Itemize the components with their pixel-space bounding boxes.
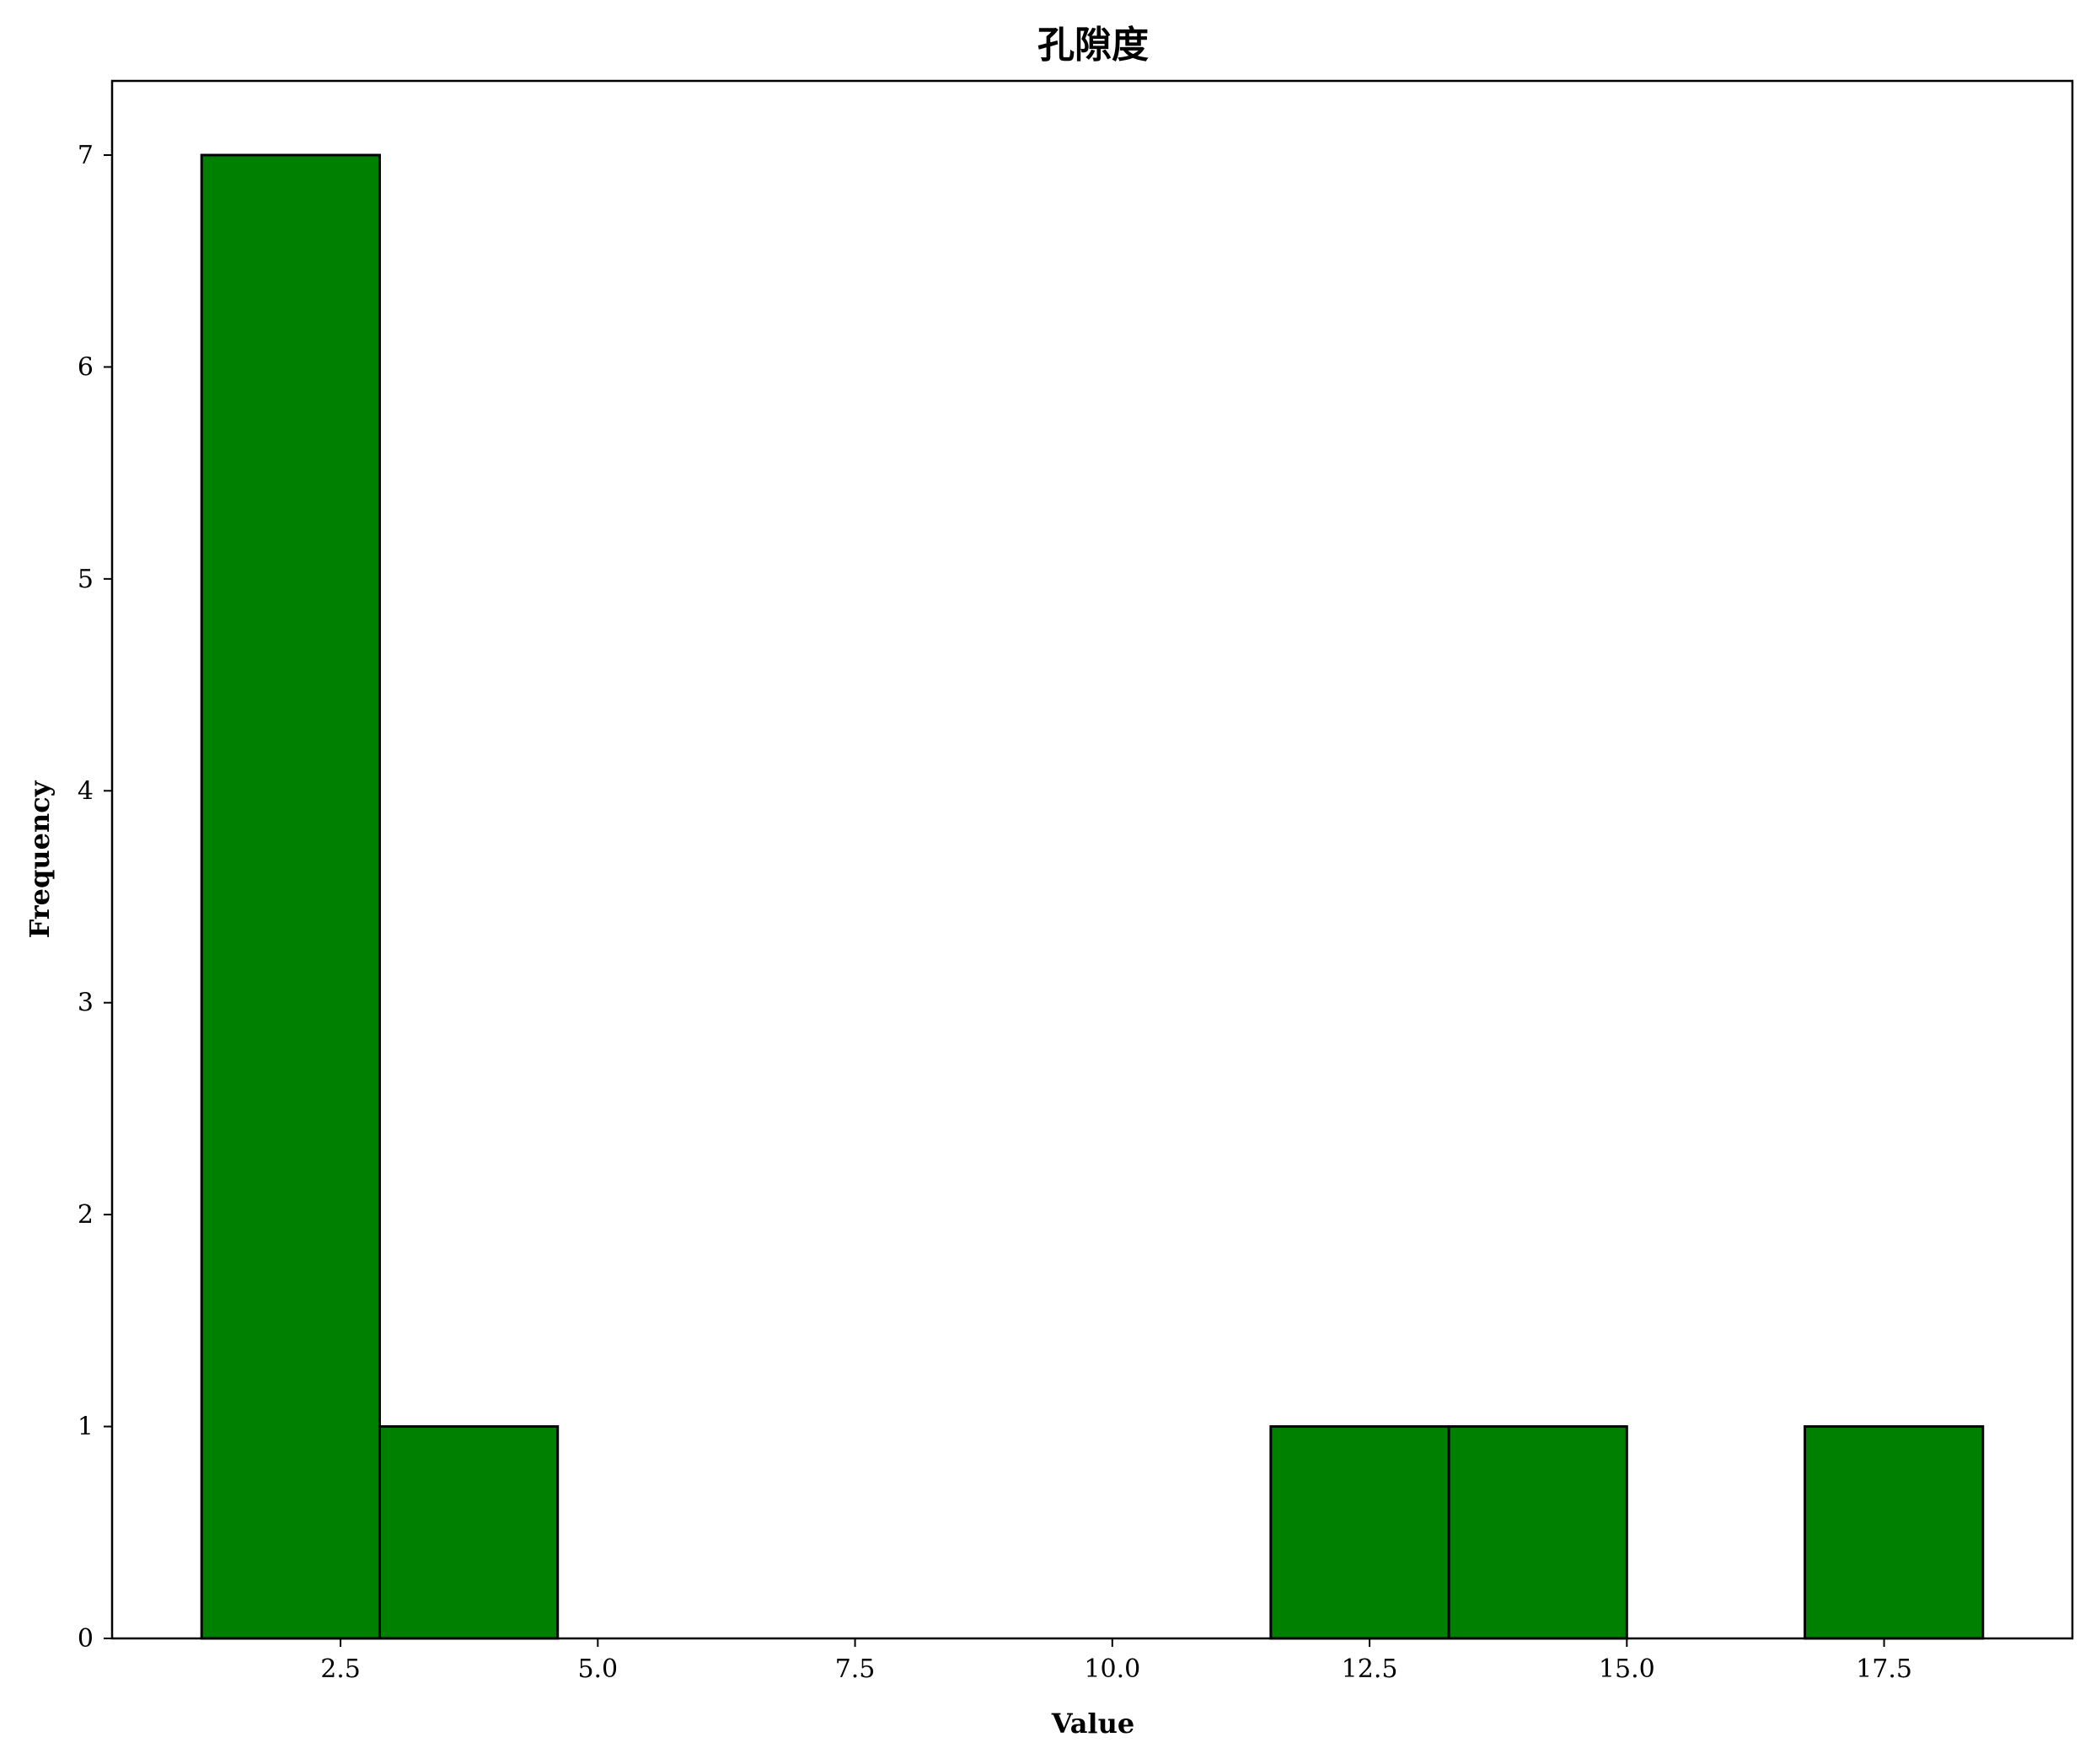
bars-group — [200, 153, 1985, 1640]
x-axis-ticks: 2.5 5.0 7.5 10.0 12.5 15.0 17.5 — [320, 1638, 1912, 1684]
x-tick-label: 7.5 — [835, 1654, 876, 1684]
y-axis-ticks: 0 1 2 3 4 5 6 7 — [78, 141, 112, 1654]
x-tick-label: 12.5 — [1342, 1654, 1398, 1684]
x-tick-label: 5.0 — [577, 1654, 618, 1684]
histogram-bar — [1804, 1425, 1985, 1640]
x-tick-label: 15.0 — [1599, 1654, 1655, 1684]
x-axis-title: Value — [1051, 1708, 1134, 1740]
y-tick-label: 7 — [78, 141, 94, 170]
histogram-bar — [200, 153, 381, 1640]
y-tick-label: 1 — [78, 1413, 94, 1442]
histogram-bar — [1269, 1425, 1450, 1640]
x-tick-label: 10.0 — [1084, 1654, 1140, 1684]
histogram-bar — [378, 1425, 560, 1640]
y-tick-label: 3 — [78, 989, 94, 1018]
chart-title: 孔隙度 — [1037, 24, 1149, 67]
y-tick-label: 5 — [78, 565, 94, 594]
y-tick-label: 4 — [78, 776, 94, 806]
plot-frame — [110, 79, 2074, 1640]
x-tick-label: 2.5 — [320, 1654, 361, 1684]
x-tick-label: 17.5 — [1856, 1654, 1912, 1684]
histogram-bar — [1447, 1425, 1628, 1640]
y-tick-label: 2 — [78, 1200, 94, 1230]
y-axis-title: Frequency — [24, 780, 56, 938]
y-tick-label: 0 — [78, 1624, 94, 1654]
y-tick-label: 6 — [78, 352, 94, 382]
